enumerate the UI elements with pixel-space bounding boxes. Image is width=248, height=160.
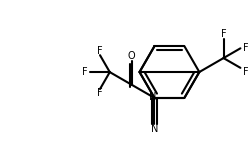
- Text: O: O: [128, 51, 135, 61]
- Text: F: F: [97, 46, 103, 56]
- Text: F: F: [97, 88, 103, 98]
- Text: N: N: [149, 92, 156, 102]
- Text: N: N: [151, 124, 158, 134]
- Text: F: F: [82, 67, 88, 77]
- Text: F: F: [221, 28, 226, 39]
- Text: F: F: [243, 67, 248, 77]
- Text: F: F: [243, 43, 248, 53]
